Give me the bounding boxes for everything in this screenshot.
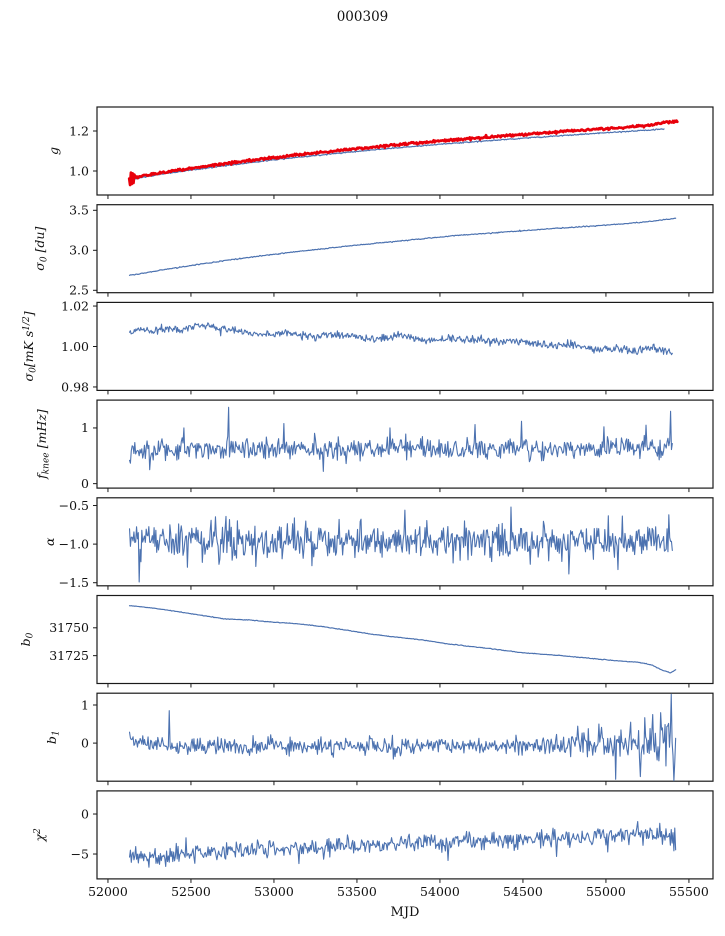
axes-frame	[96, 497, 714, 587]
series-chi2	[128, 820, 677, 868]
axes-frame	[96, 106, 714, 196]
y-axis-label: α	[42, 537, 57, 546]
panel-g: 1.0 1.2 g	[46, 106, 714, 199]
axes-frame	[96, 204, 714, 294]
x-tick-label: 54000	[420, 884, 460, 899]
y-tick-label: −0.5	[59, 498, 89, 513]
y-axis-label: χ2​	[32, 828, 47, 843]
x-tick-label: 53000	[254, 884, 294, 899]
y-tick-label: 0	[81, 806, 89, 821]
axes-frame	[96, 301, 714, 391]
y-tick-label: 1	[81, 697, 89, 712]
y-tick-label: 1.2	[69, 123, 89, 138]
y-tick-label: −5	[71, 846, 89, 861]
axes-frame	[96, 399, 714, 489]
y-tick-label: 1	[81, 420, 89, 435]
y-tick-label: 31725	[49, 648, 89, 663]
y-axis-label: σ0​ [du]	[32, 227, 50, 271]
y-tick-label: 0	[81, 735, 89, 750]
series-gain-measured	[127, 119, 679, 187]
y-tick-label: 3.5	[69, 203, 89, 218]
axes-frame	[96, 692, 714, 782]
y-tick-label: 1.00	[61, 339, 89, 354]
x-tick-label: 53500	[337, 884, 377, 899]
y-tick-label: 0.98	[61, 379, 89, 394]
y-tick-label: 2.5	[69, 283, 89, 298]
series-gain-smooth	[128, 128, 665, 182]
x-tick-label: 54500	[503, 884, 543, 899]
y-axis-label: fknee​ [mHz]	[34, 409, 52, 480]
panel-b0: 31725 31750 b0​	[18, 594, 714, 688]
y-tick-label: 1.0	[69, 163, 89, 178]
series-sigma0-du	[128, 217, 677, 276]
axes-frame	[96, 790, 714, 880]
panel-alpha: −0.5 −1.0 −1.5 α	[42, 497, 714, 590]
y-axis-label: b1​	[44, 730, 62, 744]
series-b0	[128, 605, 677, 674]
y-tick-label: 0	[81, 476, 89, 491]
y-tick-label: 3.0	[69, 243, 89, 258]
figure-title: 000309	[336, 9, 389, 25]
y-tick-label: −1.0	[59, 536, 89, 551]
axes-frame	[96, 594, 714, 685]
panel-f-knee: 0 1 fknee​ [mHz]	[34, 399, 714, 493]
y-axis-label: σ0​[mK s1/2​]	[21, 311, 39, 381]
panel-chi2: −5 0 χ2​	[32, 790, 714, 883]
x-tick-label: 55000	[586, 884, 626, 899]
panel-sigma0-du: 2.5 3.0 3.5 σ0​ [du]	[32, 203, 714, 298]
y-tick-label: 31750	[49, 620, 89, 635]
y-tick-label: −1.5	[59, 575, 89, 590]
panel-b1: 0 1 b1​	[44, 692, 714, 786]
series-b1	[128, 693, 677, 782]
y-axis-label: g	[46, 147, 61, 155]
x-tick-label: 55500	[669, 884, 709, 899]
series-alpha	[128, 506, 673, 583]
series-f-knee	[128, 406, 673, 472]
panel-sigma0-mk: 0.98 1.00 1.02 σ0​[mK s1/2​]	[21, 298, 714, 395]
x-tick-label: 52000	[88, 884, 128, 899]
y-tick-label: 1.02	[61, 298, 89, 313]
x-tick-label: 52500	[171, 884, 211, 899]
series-sigma0-mk	[128, 322, 673, 356]
y-axis-label: b0​	[18, 632, 36, 646]
x-axis-label: MJD	[390, 905, 420, 920]
